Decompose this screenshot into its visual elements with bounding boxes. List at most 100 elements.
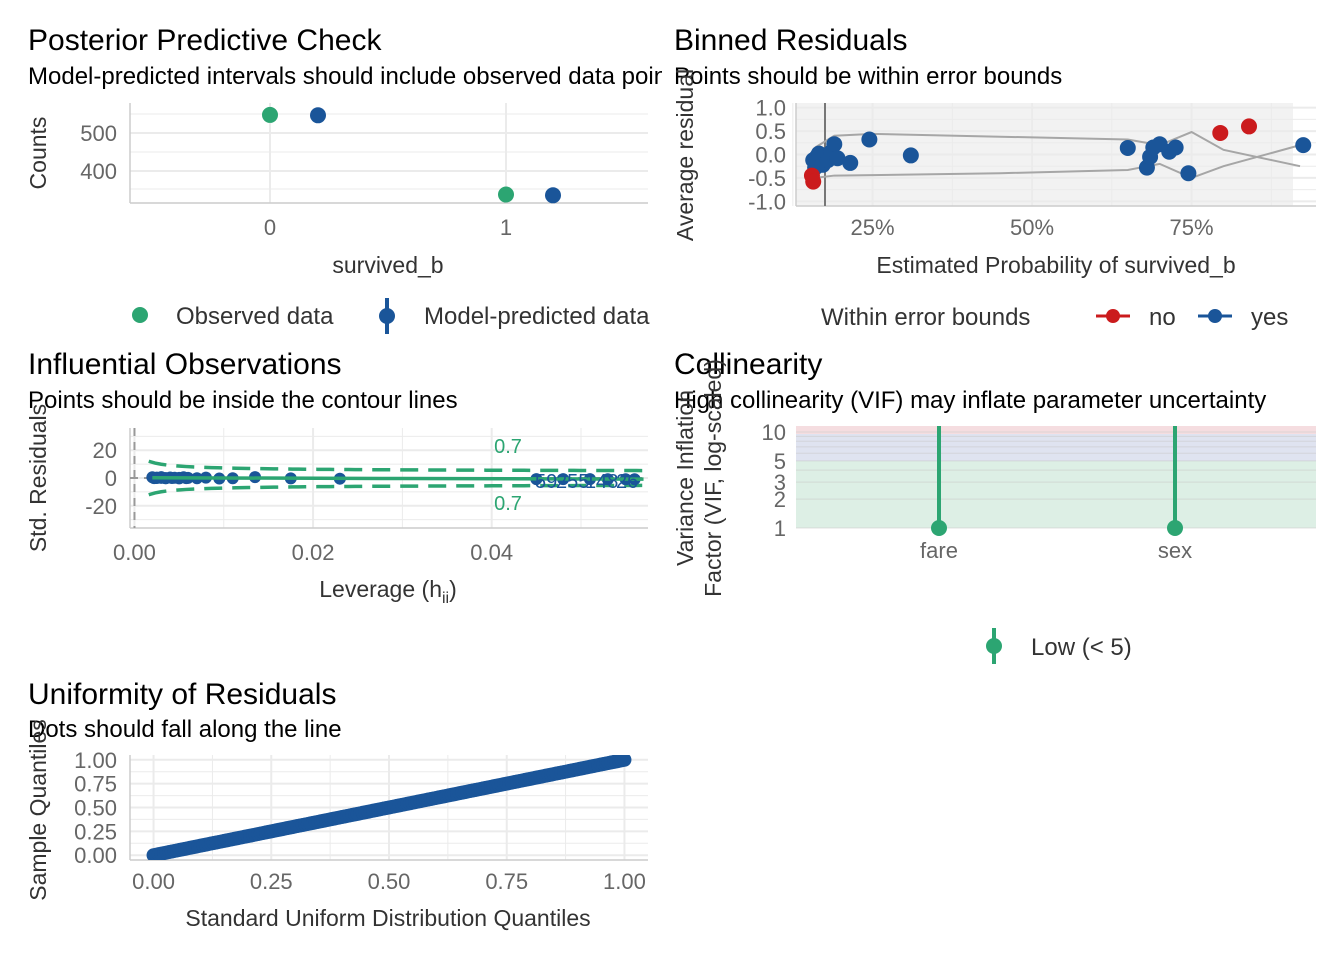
binned-ytick: 0.0: [755, 143, 786, 168]
binned-point-yes-19: [1180, 165, 1197, 182]
qq-ytick: 0.25: [74, 819, 117, 844]
vif-ytick: 2: [774, 487, 786, 512]
ppc-observed-point-1: [498, 186, 514, 203]
ppc-predicted-point-1: [545, 187, 561, 204]
qq-title: Uniformity of Residuals: [28, 678, 336, 711]
qq-xtick: 0.25: [250, 869, 293, 894]
ppc-legend-predicted-key: [379, 308, 395, 324]
vif-title: Collinearity: [674, 348, 822, 381]
influence-ytick: -20: [85, 494, 117, 519]
influence-xlabel: Leverage (hii): [319, 576, 457, 607]
qq-ylabel: Sample Quantiles: [25, 719, 51, 901]
influence-point-labels: 59 255 148 26: [535, 471, 638, 493]
ppc-subtitle: Model-predicted intervals should include…: [28, 63, 686, 90]
vif-ytick: 10: [762, 420, 786, 445]
vif-ylabel-2: Factor (VIF, log-scaled): [700, 359, 726, 597]
vif-band-moderate: [796, 434, 1316, 461]
qq-ytick: 0.00: [74, 843, 117, 868]
influence-ytick: 0: [105, 466, 117, 491]
qq-xtick: 0.00: [132, 869, 175, 894]
binned-panel: Binned Residuals Points should be within…: [672, 24, 1316, 331]
ppc-legend-predicted: Model-predicted data: [424, 303, 650, 330]
point-label-26: 26: [616, 471, 638, 493]
ppc-observed-point-0: [262, 106, 278, 123]
binned-legend-no: no: [1149, 304, 1176, 331]
binned-point-no-3: [1241, 118, 1258, 135]
ppc-panel: Posterior Predictive Check Model-predict…: [25, 24, 686, 334]
binned-point-yes-8: [829, 150, 846, 167]
binned-xtick: 25%: [851, 215, 895, 240]
binned-lower-bound: [815, 144, 1301, 179]
contour-label-lower: 0.7: [494, 493, 522, 515]
qq-xtick: 0.75: [485, 869, 528, 894]
binned-legend-yes-key: [1208, 309, 1222, 323]
binned-title: Binned Residuals: [674, 24, 907, 57]
ppc-xlabel: survived_b: [332, 252, 443, 278]
ppc-title: Posterior Predictive Check: [28, 24, 382, 57]
qq-ticks: 0.00 0.25 0.50 0.75 1.001.000.750.500.250.00: [74, 748, 646, 894]
ppc-xtick-1: 1: [500, 215, 512, 240]
binned-marks: [803, 103, 1312, 206]
vif-marks: [931, 426, 1183, 536]
ppc-xtick-0: 0: [264, 215, 276, 240]
ppc-ytick-400: 400: [80, 159, 117, 184]
binned-legend-no-key: [1106, 309, 1120, 323]
binned-upper-bound: [814, 130, 1301, 168]
ppc-grid: [130, 103, 648, 203]
influence-subtitle: Points should be inside the contour line…: [28, 387, 458, 414]
binned-point-no-2: [1212, 124, 1229, 141]
binned-legend: Within error bounds no yes: [821, 304, 1288, 331]
vif-legend: Low (< 5): [986, 628, 1132, 664]
binned-grid: [792, 103, 1316, 206]
point-label-59: 59: [535, 471, 557, 493]
ppc-ylabel: Counts: [25, 117, 51, 190]
binned-legend-title: Within error bounds: [821, 304, 1030, 331]
qq-point-180: [617, 755, 632, 767]
qq-marks: [146, 755, 632, 860]
influence-ylabel: Std. Residuals: [25, 404, 51, 552]
influence-ytick: 20: [93, 438, 117, 463]
contour-label-upper: 0.7: [494, 436, 522, 458]
qq-ytick: 1.00: [74, 748, 117, 773]
vif-ytick: 1: [774, 516, 786, 541]
binned-ytick: 0.5: [755, 119, 786, 144]
qq-subtitle: Dots should fall along the line: [28, 716, 342, 743]
ppc-legend-observed: Observed data: [176, 303, 334, 330]
influence-xtick: 0.02: [292, 540, 335, 565]
binned-ytick: -0.5: [748, 166, 786, 191]
vif-band-high: [796, 426, 1316, 434]
binned-point-yes-12: [1119, 139, 1136, 156]
ppc-predicted-point-0: [310, 107, 326, 124]
qq-xlabel: Standard Uniform Distribution Quantiles: [185, 905, 590, 931]
influence-marks: [130, 428, 648, 528]
binned-point-yes-7: [826, 136, 843, 153]
vif-band-low: [796, 461, 1316, 528]
qq-ytick: 0.50: [74, 796, 117, 821]
binned-xlabel: Estimated Probability of survived_b: [876, 252, 1235, 278]
qq-xtick: 0.50: [368, 869, 411, 894]
influence-ticks: 0.00 0.02 0.04 20 0 -20: [85, 438, 513, 565]
binned-ytick: -1.0: [748, 189, 786, 214]
binned-point-yes-20: [1295, 137, 1312, 154]
vif-subtitle: High collinearity (VIF) may inflate para…: [674, 387, 1266, 414]
binned-xtick: 50%: [1010, 215, 1054, 240]
binned-ylabel: Average residual: [672, 69, 698, 241]
influence-title: Influential Observations: [28, 348, 342, 381]
vif-legend-low: Low (< 5): [1031, 634, 1132, 661]
vif-point-sex: [1167, 520, 1183, 536]
binned-ytick: 1.0: [755, 96, 786, 121]
binned-point-yes-11: [902, 147, 919, 164]
ppc-ytick-500: 500: [80, 121, 117, 146]
influence-smooth-line: [152, 475, 644, 481]
binned-subtitle: Points should be within error bounds: [674, 63, 1062, 90]
influence-xtick: 0.04: [470, 540, 513, 565]
vif-ylabel: Variance Inflation: [672, 390, 698, 566]
binned-ticks: 25% 50% 75% 1.00.50.0-0.5-1.0: [748, 96, 1214, 240]
vif-ticks: 10 532 1: [762, 420, 786, 541]
vif-ytick: 5: [774, 449, 786, 474]
point-label-148: 148: [585, 471, 618, 493]
ppc-legend: Observed data Model-predicted data: [132, 298, 650, 334]
binned-point-yes-10: [861, 131, 878, 148]
qq-panel: Uniformity of Residuals Dots should fall…: [25, 678, 648, 931]
